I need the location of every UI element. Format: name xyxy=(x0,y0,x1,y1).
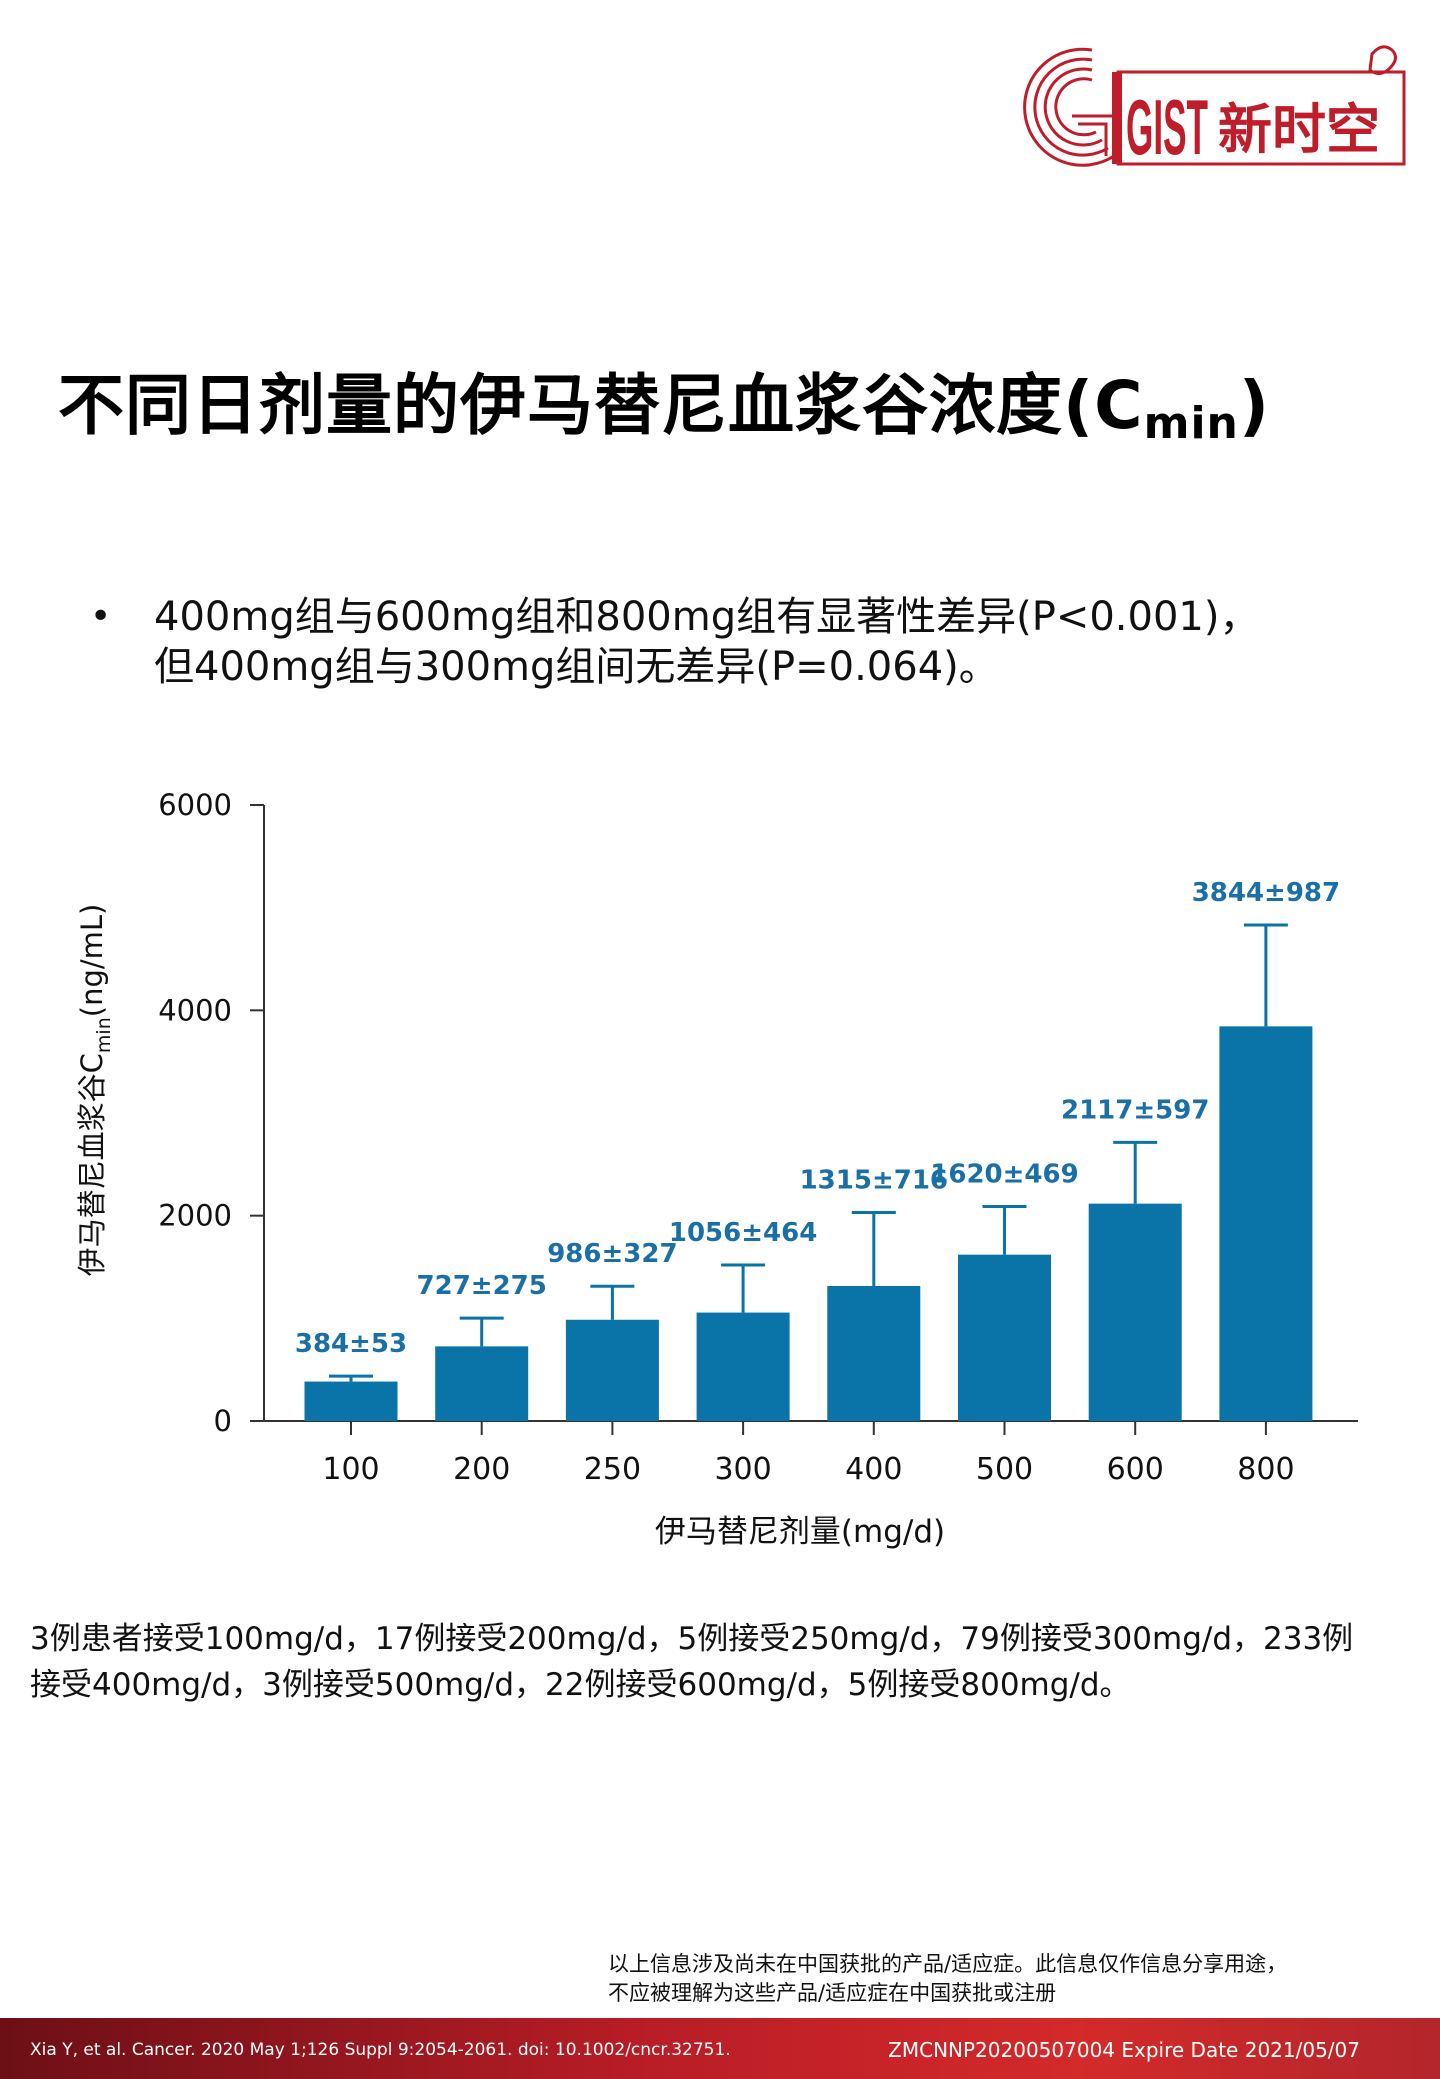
x-tick-label: 400 xyxy=(845,1452,902,1487)
y-tick-label: 2000 xyxy=(158,1199,232,1233)
data-label: 1056±464 xyxy=(669,1218,817,1248)
logo-cn-text: 新时空 xyxy=(1218,98,1380,161)
disclaimer-line-1: 以上信息涉及尚未在中国获批的产品/适应症。此信息仅作信息分享用途， xyxy=(608,1952,1288,1976)
data-label: 2117±597 xyxy=(1061,1095,1209,1125)
y-axis-label-main: 伊马替尼血浆谷C xyxy=(75,1053,109,1276)
patient-count-note: 3例患者接受100mg/d，17例接受200mg/d，5例接受250mg/d，7… xyxy=(30,1616,1420,1708)
x-tick-label: 500 xyxy=(976,1452,1033,1487)
bar xyxy=(304,1381,398,1421)
bar xyxy=(827,1285,921,1421)
svg-text:伊马替尼血浆谷Cmin(ng/mL): 伊马替尼血浆谷Cmin(ng/mL) xyxy=(75,904,115,1277)
x-tick-label: 300 xyxy=(714,1452,771,1487)
footer-bar: Xia Y, et al. Cancer. 2020 May 1;126 Sup… xyxy=(0,2018,1440,2079)
disclaimer: 以上信息涉及尚未在中国获批的产品/适应症。此信息仅作信息分享用途， 不应被理解为… xyxy=(608,1950,1408,2008)
data-label: 1620±469 xyxy=(930,1160,1078,1190)
title-main: 不同日剂量的伊马替尼血浆谷浓度(C xyxy=(58,367,1144,444)
y-axis-label-sub: min xyxy=(93,1017,115,1053)
data-label: 727±275 xyxy=(417,1271,547,1301)
y-tick-label: 6000 xyxy=(158,788,232,822)
x-axis-label: 伊马替尼剂量(mg/d) xyxy=(655,1514,945,1550)
bar xyxy=(1219,1026,1313,1421)
data-label: 986±327 xyxy=(547,1239,677,1269)
data-label: 1315±716 xyxy=(800,1165,948,1195)
logo-gist-text: GIST xyxy=(1126,83,1208,171)
y-axis-label-unit: (ng/mL) xyxy=(75,904,109,1018)
title-close: ) xyxy=(1238,367,1271,444)
y-tick-label: 4000 xyxy=(158,993,232,1027)
bar xyxy=(958,1254,1051,1421)
bullet-line-2: 但400mg组与300mg组间无差异(P=0.064)。 xyxy=(154,644,999,690)
gist-logo: GIST 新时空 xyxy=(1022,36,1408,176)
stomach-icon xyxy=(1368,45,1397,75)
bullet-line-1: 400mg组与600mg组和800mg组有显著性差异(P<0.001)， xyxy=(154,594,1260,640)
note-line-2: 接受400mg/d，3例接受500mg/d，22例接受600mg/d，5例接受8… xyxy=(30,1667,1131,1703)
x-tick-label: 200 xyxy=(453,1452,510,1487)
x-tick-label: 250 xyxy=(584,1452,641,1487)
bar xyxy=(696,1312,790,1421)
title-subscript: min xyxy=(1143,398,1239,449)
x-tick-label: 800 xyxy=(1237,1452,1294,1487)
y-axis-label: 伊马替尼血浆谷Cmin(ng/mL) xyxy=(75,904,115,1277)
page-title: 不同日剂量的伊马替尼血浆谷浓度(Cmin) xyxy=(58,352,1398,449)
bar-chart: 伊马替尼血浆谷Cmin(ng/mL) 伊马替尼剂量(mg/d) 0 2000 400… xyxy=(75,788,1358,1550)
data-label: 384±53 xyxy=(295,1329,407,1359)
data-label: 3844±987 xyxy=(1192,878,1340,908)
bullet-point: • 400mg组与600mg组和800mg组有显著性差异(P<0.001)， 但… xyxy=(90,592,1380,692)
footer-reference: Xia Y, et al. Cancer. 2020 May 1;126 Sup… xyxy=(30,2040,731,2060)
y-tick-label: 0 xyxy=(214,1404,232,1438)
bar xyxy=(435,1346,529,1421)
x-tick-label: 600 xyxy=(1107,1452,1164,1487)
bar xyxy=(1088,1203,1182,1421)
note-line-1: 3例患者接受100mg/d，17例接受200mg/d，5例接受250mg/d，7… xyxy=(30,1621,1354,1657)
x-tick-label: 100 xyxy=(322,1452,379,1487)
disclaimer-line-2: 不应被理解为这些产品/适应症在中国获批或注册 xyxy=(608,1981,1057,2005)
footer-code: ZMCNNP20200507004 Expire Date 2021/05/07 xyxy=(888,2038,1360,2062)
bullet-marker: • xyxy=(90,596,112,637)
bar xyxy=(565,1319,659,1421)
